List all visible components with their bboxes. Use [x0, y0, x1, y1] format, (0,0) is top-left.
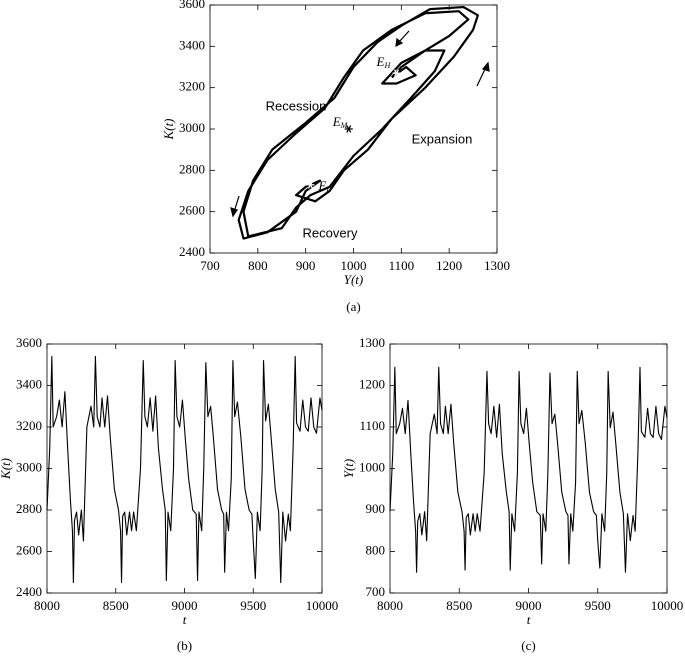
- label-sub: L: [325, 185, 331, 194]
- x-tick-label: 8000: [377, 598, 403, 613]
- y-tick-label: 2800: [179, 161, 205, 176]
- y-tick-label: 1000: [359, 459, 385, 474]
- x-tick-label: 8500: [446, 598, 472, 613]
- label-main: E: [376, 54, 385, 69]
- x-tick-label: 1000: [341, 258, 367, 273]
- arrow-head: [481, 61, 490, 72]
- x-tick-label: 10000: [306, 598, 339, 613]
- x-tick-label: 700: [200, 258, 220, 273]
- x-axis-label: Y(t): [344, 272, 364, 287]
- arrows: [230, 30, 490, 218]
- annotation: Expansion: [412, 131, 473, 146]
- equilibrium-marker: [392, 69, 401, 77]
- plot-frame: [389, 343, 668, 594]
- x-tick-label: 8500: [103, 598, 129, 613]
- y-tick-label: 2600: [16, 542, 42, 557]
- arrow: [476, 66, 487, 87]
- x-tick-label: 800: [248, 258, 268, 273]
- annotation: Recession: [266, 98, 327, 113]
- marker-stroke: [307, 181, 314, 189]
- x-axis-label: t: [183, 612, 187, 627]
- chart: 8000 8500 9000 9500 10000 2400 2600 2800 3000 320…: [0, 335, 338, 653]
- y-tick-label: 3200: [16, 418, 42, 433]
- x-tick-label: 9500: [240, 598, 266, 613]
- equilibrium-label: EL: [317, 178, 331, 194]
- arrow-head: [230, 207, 238, 218]
- y-axis-label: Y(t): [341, 459, 356, 479]
- x-axis-label: t: [527, 612, 531, 627]
- series-line: [46, 355, 323, 584]
- y-tick-label: 3000: [16, 459, 42, 474]
- caption: (c): [521, 638, 535, 653]
- equilibrium-marker: [344, 125, 353, 133]
- y-axis-label: K(t): [161, 119, 176, 141]
- plot-frame: [46, 343, 323, 594]
- caption: (b): [177, 638, 192, 653]
- series-line: [389, 366, 668, 573]
- x-tick-label: 8000: [34, 598, 60, 613]
- y-tick-label: 700: [366, 584, 386, 599]
- chart: 8000 8500 9000 9500 10000 700 800 900 1000 1100 12…: [341, 335, 683, 653]
- y-tick-label: 1300: [359, 335, 385, 350]
- y-tick-label: 3600: [179, 0, 205, 11]
- arrow-head: [395, 37, 404, 48]
- y-tick-label: 1200: [359, 376, 385, 391]
- label-sub: M: [340, 121, 349, 130]
- y-tick-label: 2400: [179, 244, 205, 259]
- y-tick-label: 2400: [16, 584, 42, 599]
- y-tick-label: 1100: [359, 418, 385, 433]
- y-tick-label: 3600: [16, 335, 42, 350]
- marker-stroke: [346, 125, 352, 133]
- x-tick-label: 9500: [585, 598, 611, 613]
- label-main: E: [317, 178, 326, 193]
- x-tick-label: 9000: [516, 598, 542, 613]
- plot-frame: [209, 4, 498, 254]
- label-main: E: [332, 114, 341, 129]
- equilibrium-label: EH: [376, 54, 392, 70]
- y-tick-label: 900: [366, 501, 386, 516]
- x-tick-label: 10000: [651, 598, 684, 613]
- equilibrium-label: EM: [332, 114, 349, 130]
- y-tick-label: 3400: [179, 37, 205, 52]
- y-tick-label: 3200: [179, 79, 205, 94]
- annotation: Recovery: [303, 225, 358, 240]
- y-tick-label: 3000: [179, 120, 205, 135]
- y-tick-label: 2600: [179, 203, 205, 218]
- label-sub: H: [384, 61, 392, 70]
- chart: 700 800 900 1000 1100 1200 1300 2400 2600 2800 300…: [161, 0, 510, 314]
- x-tick-label: 9000: [172, 598, 198, 613]
- marker-stroke: [393, 69, 400, 77]
- x-tick-label: 1100: [389, 258, 415, 273]
- y-tick-label: 2800: [16, 501, 42, 516]
- series-line: [237, 5, 479, 240]
- y-tick-label: 800: [366, 542, 386, 557]
- x-tick-label: 900: [296, 258, 316, 273]
- caption: (a): [346, 299, 360, 314]
- y-tick-label: 3400: [16, 376, 42, 391]
- x-tick-label: 1300: [484, 258, 510, 273]
- equilibrium-marker: [306, 181, 315, 189]
- y-axis-label: K(t): [0, 458, 13, 480]
- x-tick-label: 1200: [436, 258, 462, 273]
